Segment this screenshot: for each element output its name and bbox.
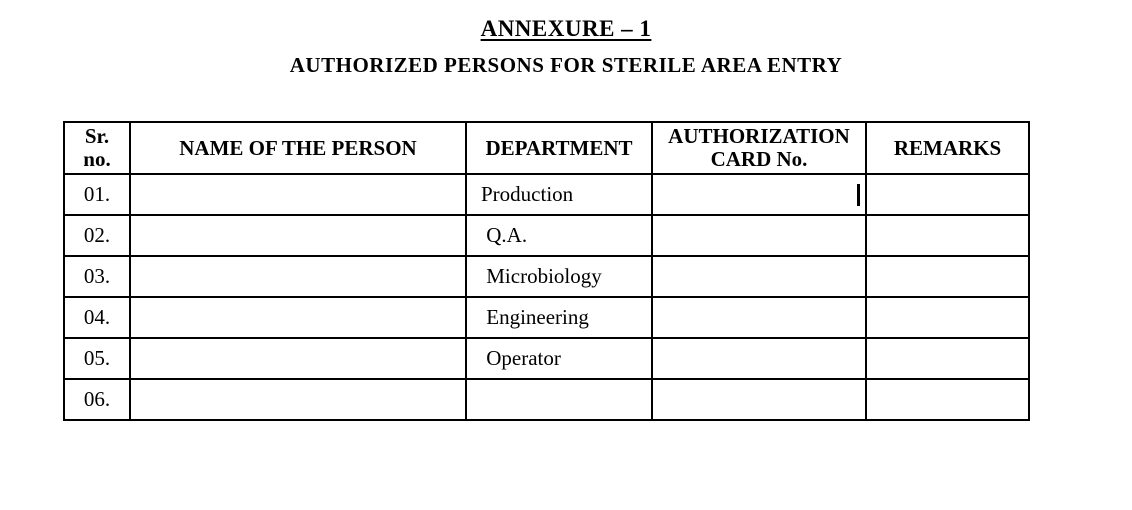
document-subtitle: AUTHORIZED PERSONS FOR STERILE AREA ENTR… [289,53,843,77]
document-title: ANNEXURE – 1 [480,16,652,41]
cell-card-no[interactable] [651,378,867,421]
cell-sr[interactable]: 05. [63,337,131,380]
table-header-row: Sr. no. NAME OF THE PERSON DEPARTMENT AU… [63,121,1030,175]
cell-name[interactable] [129,337,467,380]
table-row: 06. [63,378,1030,421]
cell-card-no[interactable] [651,214,867,257]
cell-name[interactable] [129,296,467,339]
text-caret [857,183,860,206]
cell-remarks[interactable] [865,337,1030,380]
cell-name[interactable] [129,378,467,421]
table-row: 04. Engineering [63,296,1030,339]
cell-remarks[interactable] [865,378,1030,421]
cell-name[interactable] [129,214,467,257]
table-row: 02. Q.A. [63,214,1030,257]
cell-name[interactable] [129,173,467,216]
col-header-sr-no: Sr. no. [63,121,131,175]
cell-sr[interactable]: 03. [63,255,131,298]
cell-remarks[interactable] [865,214,1030,257]
cell-name[interactable] [129,255,467,298]
cell-department[interactable]: Q.A. [465,214,653,257]
col-header-name: NAME OF THE PERSON [129,121,467,175]
col-header-department: DEPARTMENT [465,121,653,175]
cell-card-no[interactable] [651,296,867,339]
cell-department[interactable] [465,378,653,421]
col-header-remarks: REMARKS [865,121,1030,175]
table-row: 05. Operator [63,337,1030,380]
col-header-card-no: AUTHORIZATION CARD No. [651,121,867,175]
cell-remarks[interactable] [865,173,1030,216]
cell-department[interactable]: Engineering [465,296,653,339]
cell-card-no[interactable] [651,173,867,216]
cell-sr[interactable]: 06. [63,378,131,421]
cell-department[interactable]: Operator [465,337,653,380]
table-row: 03. Microbiology [63,255,1030,298]
cell-department[interactable]: Production [465,173,653,216]
cell-card-no[interactable] [651,255,867,298]
cell-sr[interactable]: 04. [63,296,131,339]
cell-sr[interactable]: 01. [63,173,131,216]
cell-remarks[interactable] [865,296,1030,339]
cell-card-no[interactable] [651,337,867,380]
table-row: 01. Production [63,173,1030,216]
authorized-persons-table: Sr. no. NAME OF THE PERSON DEPARTMENT AU… [63,121,1030,421]
cell-sr[interactable]: 02. [63,214,131,257]
cell-department[interactable]: Microbiology [465,255,653,298]
cell-remarks[interactable] [865,255,1030,298]
